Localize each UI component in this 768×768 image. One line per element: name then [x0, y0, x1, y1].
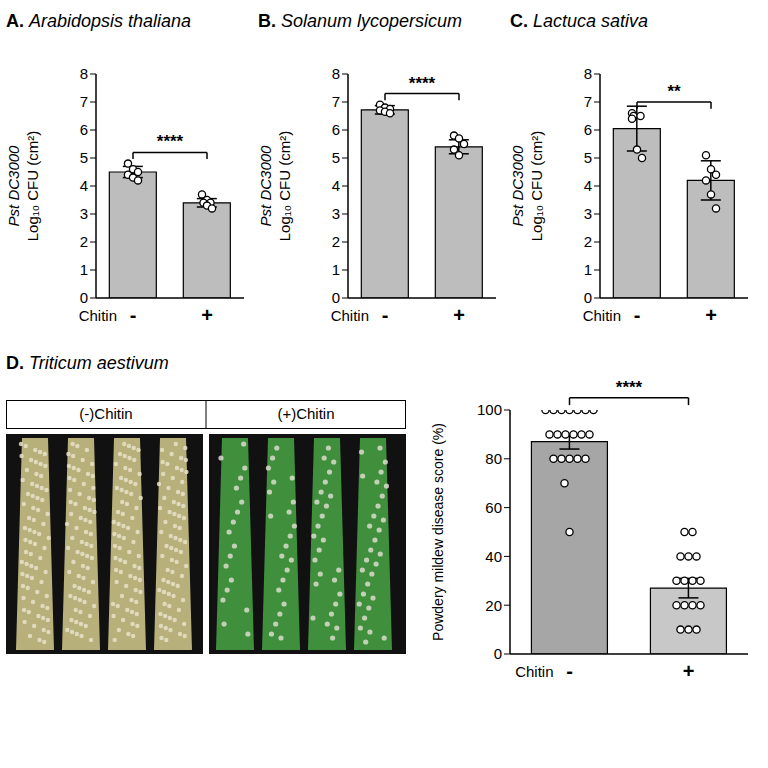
svg-text:Pst DC3000: Pst DC3000: [258, 145, 274, 227]
svg-text:6: 6: [332, 121, 340, 138]
svg-text:Chitin: Chitin: [583, 307, 621, 324]
svg-text:0: 0: [80, 289, 88, 306]
html-text:D. Triticum aestivum: D. Triticum aestivum: [6, 353, 169, 373]
svg-text:-: -: [130, 304, 137, 326]
svg-text:****: ****: [157, 132, 184, 151]
svg-text:40: 40: [485, 548, 502, 565]
svg-text:Chitin: Chitin: [515, 663, 553, 680]
svg-text:Log₁₀ CFU (cm²): Log₁₀ CFU (cm²): [276, 131, 293, 241]
svg-text:(+)Chitin: (+)Chitin: [277, 405, 334, 422]
svg-text:4: 4: [584, 177, 592, 194]
svg-text:7: 7: [80, 93, 88, 110]
svg-text:3: 3: [80, 205, 88, 222]
svg-text:Log₁₀ CFU (cm²): Log₁₀ CFU (cm²): [24, 131, 41, 241]
svg-text:20: 20: [485, 597, 502, 614]
svg-text:2: 2: [584, 233, 592, 250]
svg-text:-: -: [634, 304, 641, 326]
svg-text:4: 4: [332, 177, 340, 194]
svg-text:4: 4: [80, 177, 88, 194]
svg-text:3: 3: [332, 205, 340, 222]
svg-text:Chitin: Chitin: [331, 307, 369, 324]
svg-text:80: 80: [485, 450, 502, 467]
svg-text:Pst DC3000: Pst DC3000: [510, 145, 526, 227]
svg-text:7: 7: [332, 93, 340, 110]
svg-text:8: 8: [584, 65, 592, 82]
html-text:A. Arabidopsis thaliana: A. Arabidopsis thaliana: [6, 11, 192, 31]
svg-text:+: +: [683, 660, 695, 682]
svg-text:1: 1: [332, 261, 340, 278]
svg-text:5: 5: [80, 149, 88, 166]
svg-text:3: 3: [584, 205, 592, 222]
svg-text:5: 5: [584, 149, 592, 166]
svg-text:0: 0: [494, 645, 502, 662]
svg-text:**: **: [667, 82, 681, 101]
svg-text:60: 60: [485, 499, 502, 516]
svg-text:2: 2: [332, 233, 340, 250]
svg-text:8: 8: [80, 65, 88, 82]
svg-text:6: 6: [584, 121, 592, 138]
html-text:C. Lactuca sativa: C. Lactuca sativa: [510, 11, 649, 31]
svg-text:2: 2: [80, 233, 88, 250]
svg-text:Pst DC3000: Pst DC3000: [6, 145, 22, 227]
svg-text:-: -: [566, 660, 573, 682]
svg-text:****: ****: [616, 378, 643, 397]
svg-text:0: 0: [584, 289, 592, 306]
svg-text:+: +: [453, 304, 465, 326]
svg-text:Powdery mildew disease score (: Powdery mildew disease score (%): [430, 423, 446, 641]
svg-text:+: +: [705, 304, 717, 326]
html-text:B. Solanum lycopersicum: B. Solanum lycopersicum: [258, 11, 463, 31]
svg-text:1: 1: [584, 261, 592, 278]
svg-text:Log₁₀ CFU (cm²): Log₁₀ CFU (cm²): [528, 131, 545, 241]
svg-text:100: 100: [477, 401, 502, 418]
svg-text:-: -: [382, 304, 389, 326]
svg-text:****: ****: [409, 74, 436, 93]
svg-text:6: 6: [80, 121, 88, 138]
svg-text:7: 7: [584, 93, 592, 110]
svg-text:0: 0: [332, 289, 340, 306]
svg-text:1: 1: [80, 261, 88, 278]
svg-text:+: +: [201, 304, 213, 326]
svg-text:5: 5: [332, 149, 340, 166]
svg-text:(-)Chitin: (-)Chitin: [79, 405, 132, 422]
svg-text:8: 8: [332, 65, 340, 82]
svg-text:Chitin: Chitin: [79, 307, 117, 324]
